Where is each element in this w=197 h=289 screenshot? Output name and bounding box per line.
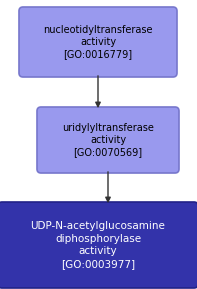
Text: nucleotidyltransferase
activity
[GO:0016779]: nucleotidyltransferase activity [GO:0016… [43,25,153,60]
Text: UDP-N-acetylglucosamine
diphosphorylase
activity
[GO:0003977]: UDP-N-acetylglucosamine diphosphorylase … [31,221,165,268]
FancyBboxPatch shape [37,107,179,173]
Text: uridylyltransferase
activity
[GO:0070569]: uridylyltransferase activity [GO:0070569… [62,123,154,158]
FancyBboxPatch shape [19,7,177,77]
FancyBboxPatch shape [0,202,197,288]
